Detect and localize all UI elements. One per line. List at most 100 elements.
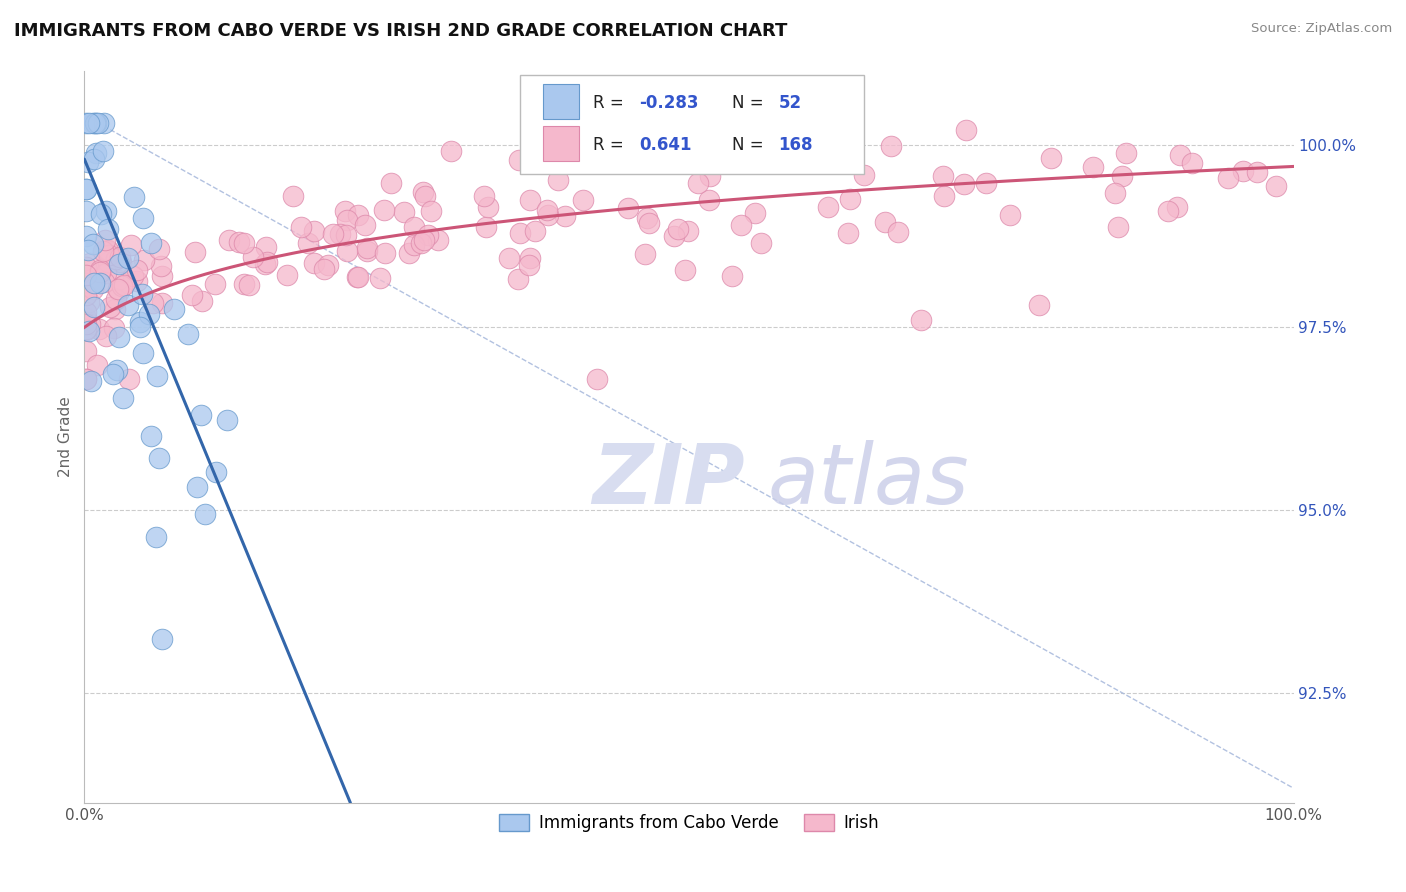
Text: ZIP: ZIP [592, 441, 745, 522]
Point [475, 220, 498, 235]
Point [84, 115, 107, 129]
Point [104, 302, 127, 317]
Point [554, 209, 576, 223]
Point [1115, 145, 1137, 160]
Point [347, 269, 370, 284]
Point [145, 530, 167, 544]
Point [82, 115, 104, 129]
Text: 52: 52 [779, 95, 801, 112]
Point [128, 315, 150, 329]
Legend: Immigrants from Cabo Verde, Irish: Immigrants from Cabo Verde, Irish [492, 807, 886, 838]
Point [145, 368, 167, 383]
Point [122, 190, 145, 204]
Y-axis label: 2nd Grade: 2nd Grade [58, 397, 73, 477]
Point [103, 321, 125, 335]
Point [354, 219, 377, 233]
Point [150, 632, 173, 647]
Point [117, 371, 139, 385]
Point [89, 277, 111, 291]
Point [83, 276, 105, 290]
Point [101, 367, 124, 381]
Point [83, 152, 105, 166]
Point [75, 228, 97, 243]
Point [302, 224, 325, 238]
Point [1028, 298, 1050, 312]
Point [131, 286, 153, 301]
Point [662, 229, 685, 244]
Point [75, 268, 97, 282]
Point [108, 257, 131, 271]
Point [105, 292, 128, 306]
Point [96, 266, 118, 280]
Point [931, 169, 953, 183]
Point [853, 168, 876, 182]
Point [77, 324, 100, 338]
Point [411, 236, 433, 251]
Point [108, 330, 131, 344]
Point [105, 363, 128, 377]
Point [150, 269, 173, 284]
Point [77, 294, 100, 309]
Point [148, 450, 170, 465]
Point [79, 256, 101, 270]
Point [636, 211, 658, 225]
Point [98, 248, 121, 262]
Point [586, 371, 609, 385]
Text: -0.283: -0.283 [640, 95, 699, 112]
Point [813, 150, 835, 164]
Point [1104, 186, 1126, 201]
Point [104, 252, 127, 266]
Point [420, 203, 443, 218]
Point [125, 274, 148, 288]
Point [89, 263, 111, 277]
Point [1246, 165, 1268, 179]
Point [97, 244, 120, 258]
Point [952, 178, 974, 192]
Point [416, 228, 439, 243]
Bar [543, 84, 579, 119]
Point [141, 236, 163, 251]
Point [398, 246, 420, 260]
Point [281, 188, 304, 202]
Point [374, 246, 396, 260]
Point [75, 371, 97, 385]
Point [498, 251, 520, 265]
Point [232, 235, 254, 250]
Point [93, 115, 115, 129]
Point [87, 322, 110, 336]
Point [186, 479, 208, 493]
Point [356, 244, 378, 258]
Point [75, 321, 97, 335]
Point [112, 278, 135, 293]
Point [314, 261, 336, 276]
Text: N =: N = [733, 95, 763, 112]
Point [336, 244, 359, 258]
Point [333, 203, 356, 218]
Text: N =: N = [733, 136, 763, 153]
Point [316, 258, 339, 272]
Point [96, 203, 118, 218]
Point [89, 264, 111, 278]
Point [75, 317, 97, 331]
Point [132, 346, 155, 360]
Point [75, 182, 97, 196]
Point [1166, 200, 1188, 214]
Point [148, 243, 170, 257]
Point [91, 244, 114, 258]
Point [76, 243, 98, 257]
Point [256, 255, 278, 269]
Point [75, 371, 97, 385]
Point [1168, 148, 1191, 162]
Point [1264, 178, 1286, 193]
Point [887, 225, 910, 239]
Point [875, 215, 897, 229]
Text: atlas: atlas [768, 441, 969, 522]
Point [77, 155, 100, 169]
Point [536, 202, 558, 217]
Point [191, 293, 214, 308]
Point [673, 263, 696, 277]
Point [721, 268, 744, 283]
Point [215, 413, 238, 427]
Point [998, 208, 1021, 222]
Point [572, 193, 595, 207]
